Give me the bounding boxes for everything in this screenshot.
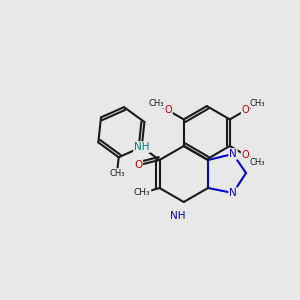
Text: CH₃: CH₃	[109, 169, 125, 178]
Text: O: O	[242, 150, 249, 160]
Text: N: N	[229, 149, 237, 159]
Text: O: O	[164, 105, 172, 116]
Text: O: O	[242, 105, 249, 116]
Text: N: N	[229, 188, 237, 198]
Text: NH: NH	[170, 211, 185, 221]
Text: NH: NH	[134, 142, 149, 152]
Text: CH₃: CH₃	[148, 99, 164, 108]
Text: CH₃: CH₃	[250, 99, 265, 108]
Text: CH₃: CH₃	[250, 158, 265, 166]
Text: O: O	[134, 160, 142, 170]
Text: CH₃: CH₃	[134, 188, 151, 197]
